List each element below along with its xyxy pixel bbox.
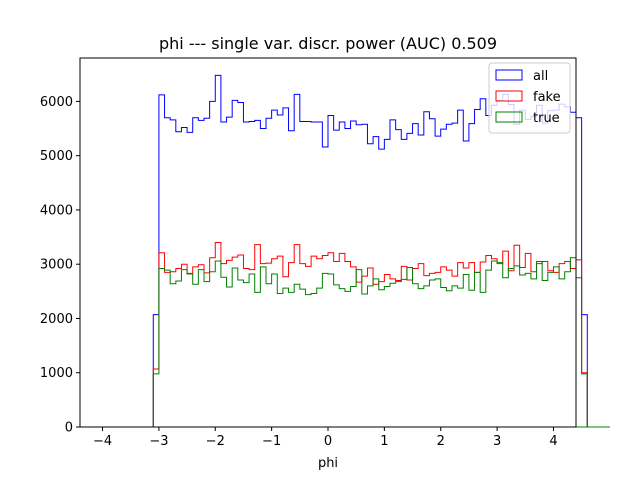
legend-swatch-all — [495, 69, 523, 81]
legend-swatch-fake — [495, 90, 523, 102]
legend-swatch-true — [495, 111, 523, 123]
series-fake-step — [102, 242, 610, 428]
y-tick-label: 3000 — [40, 258, 73, 273]
x-tick-label: 0 — [324, 434, 332, 449]
x-tick-label: −3 — [149, 434, 168, 449]
x-axis-label: phi — [318, 456, 338, 471]
y-tick-label: 6000 — [40, 95, 73, 110]
y-tick-label: 4000 — [40, 203, 73, 218]
y-tick-label: 0 — [65, 421, 73, 436]
y-tick-label: 1000 — [40, 366, 73, 381]
chart-title: phi --- single var. discr. power (AUC) 0… — [159, 34, 497, 53]
x-tick-label: −4 — [93, 434, 112, 449]
legend-label-all: all — [533, 69, 548, 84]
x-tick-label: 4 — [549, 434, 557, 449]
legend-label-fake: fake — [533, 90, 561, 105]
y-tick-label: 5000 — [40, 149, 73, 164]
series-true-step — [102, 257, 610, 428]
x-tick-label: −2 — [206, 434, 225, 449]
x-tick-label: 2 — [437, 434, 445, 449]
legend-label-true: true — [533, 111, 560, 126]
legend: all fake true — [488, 62, 571, 134]
x-axis-ticks: −4 −3 −2 −1 0 1 2 3 4 — [93, 427, 558, 449]
x-tick-label: 3 — [493, 434, 501, 449]
x-tick-label: 1 — [380, 434, 388, 449]
y-axis-ticks: 0 1000 2000 3000 4000 5000 6000 — [40, 95, 80, 436]
y-tick-label: 2000 — [40, 312, 73, 327]
x-tick-label: −1 — [262, 434, 281, 449]
plot-frame — [79, 57, 577, 428]
